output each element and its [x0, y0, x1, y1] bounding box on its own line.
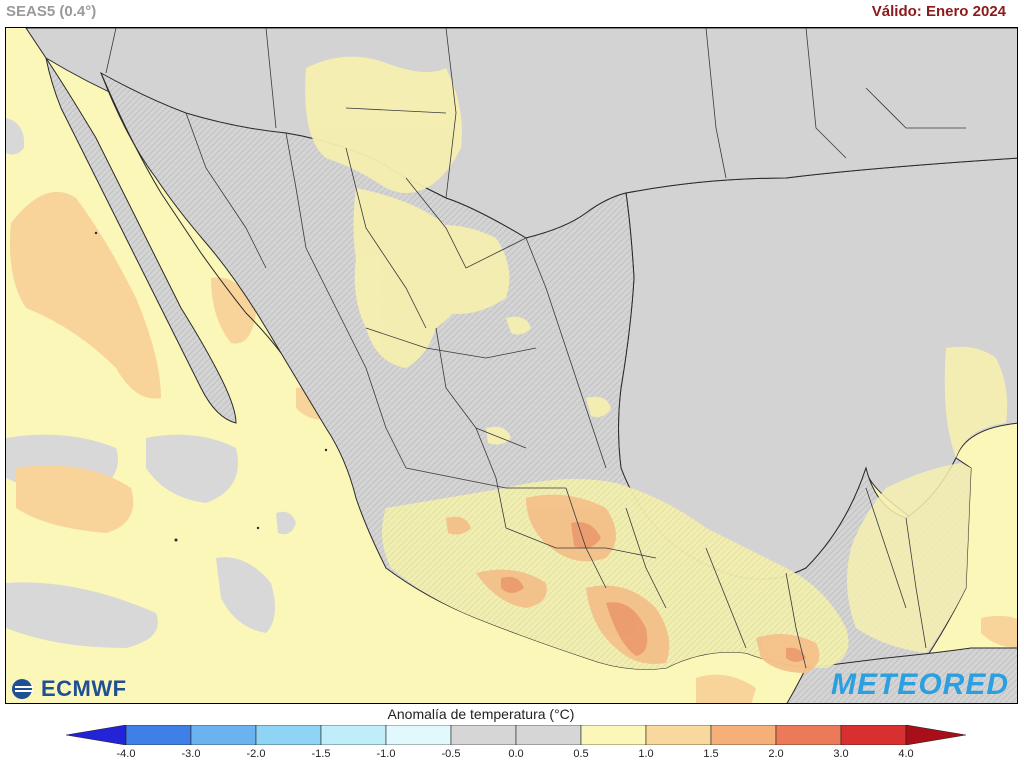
legend-tick-label: 2.0 — [768, 748, 784, 760]
model-label: SEAS5 (0.4°) — [6, 3, 97, 20]
legend-tick-label: -4.0 — [116, 748, 136, 760]
legend-swatch — [320, 725, 387, 745]
legend-swatch — [125, 725, 192, 745]
land-warm-patches-north — [305, 56, 611, 445]
legend-tick-label: -1.5 — [311, 748, 331, 760]
legend-tick-label: -2.0 — [246, 748, 266, 760]
caribbean-anomaly — [944, 346, 1008, 458]
legend-tick-label: -3.0 — [181, 748, 201, 760]
state-borders — [185, 112, 927, 669]
valid-date-label: Válido: Enero 2024 — [871, 3, 1006, 20]
legend-tick-label: 0.0 — [508, 748, 524, 760]
legend-swatch — [450, 725, 517, 745]
legend-swatch — [580, 725, 647, 745]
legend-swatch — [710, 725, 777, 745]
legend-swatch — [840, 725, 907, 745]
legend-tick-label: 0.5 — [573, 748, 589, 760]
land-hotter-spots — [501, 522, 806, 662]
ecmwf-mark-icon — [12, 679, 33, 699]
land-warm-patches-south — [382, 479, 849, 670]
baja-california — [45, 57, 237, 424]
legend-tick-label: -0.5 — [441, 748, 461, 760]
ecmwf-logo-text: ECMWF — [41, 676, 127, 701]
legend-swatch — [385, 725, 452, 745]
meteored-logo: METEORED — [830, 668, 1009, 701]
legend-tick-label: 4.0 — [898, 748, 914, 760]
legend-tick-label: 1.5 — [703, 748, 719, 760]
gulf-of-california-coast — [100, 72, 282, 354]
legend-cells — [66, 725, 966, 745]
legend-swatch — [645, 725, 712, 745]
legend-swatch — [190, 725, 257, 745]
pacific-islands — [94, 231, 328, 542]
legend-arrow-low — [66, 725, 127, 745]
legend-swatch — [255, 725, 322, 745]
central-america — [786, 647, 1017, 703]
yucatan-anomaly — [847, 463, 971, 653]
legend-tick-label: 3.0 — [833, 748, 849, 760]
map-canvas — [6, 28, 1017, 703]
ecmwf-logo: ECMWF — [11, 676, 127, 702]
us-state-borders — [105, 28, 966, 199]
anomaly-map: ECMWF METEORED — [5, 27, 1018, 704]
legend-swatch — [515, 725, 582, 745]
legend-title: Anomalía de temperatura (°C) — [387, 706, 575, 722]
legend-swatch — [775, 725, 842, 745]
legend-arrow-high — [905, 725, 966, 745]
legend-tick-label: 1.0 — [638, 748, 654, 760]
color-legend — [66, 725, 966, 745]
legend-tick-label: -1.0 — [376, 748, 396, 760]
